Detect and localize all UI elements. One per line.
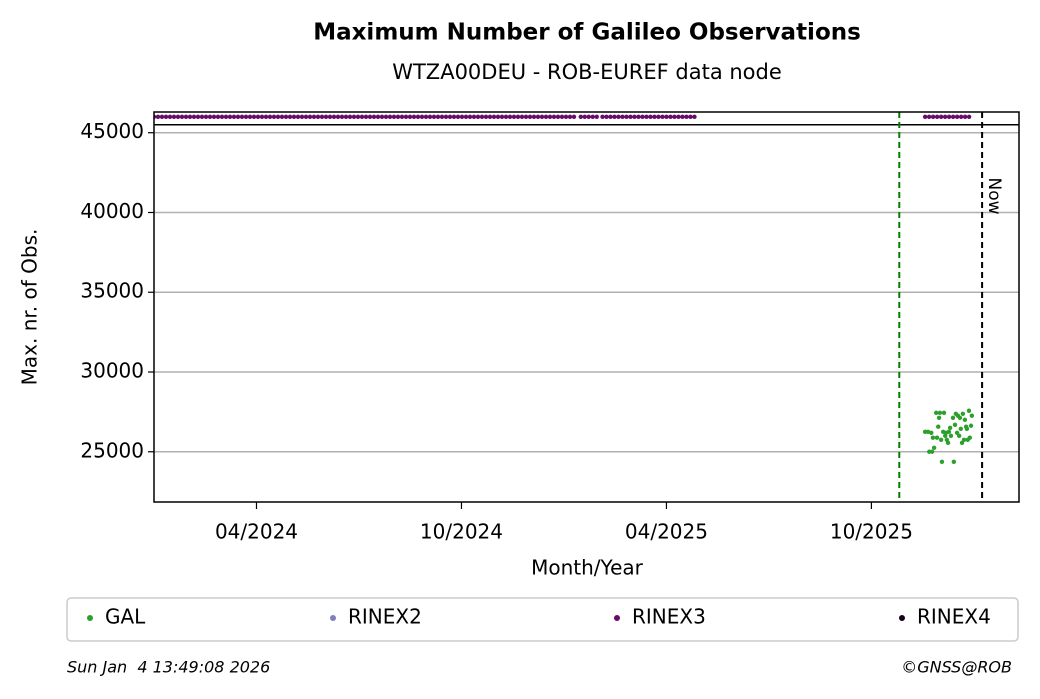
data-point [934, 435, 940, 440]
chart-subtitle: WTZA00DEU - ROB-EUREF data node [392, 60, 782, 84]
y-tick-label: 30000 [80, 359, 144, 383]
y-tick-label: 35000 [80, 279, 144, 303]
legend-marker [899, 615, 905, 621]
data-point [956, 433, 962, 439]
y-tick-label: 40000 [80, 199, 144, 223]
x-tick-label: 04/2024 [215, 520, 298, 544]
y-tick-label: 25000 [80, 438, 144, 462]
legend-label: RINEX3 [632, 605, 706, 629]
data-point [930, 435, 936, 440]
marker-label: Now [984, 177, 1004, 214]
x-tick-label: 04/2025 [625, 520, 708, 544]
legend-label: GAL [105, 605, 146, 629]
data-point [929, 430, 934, 435]
x-tick-label: 10/2025 [830, 520, 913, 544]
data-point [938, 437, 944, 442]
footer-credit: ©GNSS@ROB [901, 658, 1012, 677]
data-point [941, 410, 947, 416]
data-point [929, 449, 935, 454]
data-point [952, 422, 958, 427]
data-point [945, 440, 951, 446]
data-point [962, 417, 968, 423]
data-point [931, 445, 937, 450]
data-point [969, 413, 975, 418]
data-point [957, 415, 963, 420]
x-axis-label: Month/Year [531, 556, 644, 580]
footer-date: Sun Jan 4 13:49:08 2026 [67, 658, 270, 677]
data-point [960, 411, 966, 416]
legend-marker [614, 615, 620, 621]
data-point [968, 423, 974, 428]
chart-title: Maximum Number of Galileo Observations [313, 20, 861, 46]
legend-box [66, 597, 1019, 642]
data-point [937, 410, 943, 416]
legend-label: RINEX4 [917, 605, 991, 629]
data-point [966, 408, 972, 413]
data-point [958, 426, 963, 431]
legend-marker [330, 615, 336, 621]
data-point [947, 425, 953, 431]
data-point [939, 459, 945, 465]
x-tick-label: 10/2024 [420, 520, 503, 544]
data-point [967, 435, 973, 440]
data-point [961, 437, 967, 442]
data-point [936, 415, 942, 420]
y-tick-label: 45000 [80, 119, 144, 143]
data-point [946, 429, 952, 435]
data-point [933, 410, 939, 416]
data-point [948, 433, 954, 439]
data-point [964, 426, 970, 431]
data-point [951, 459, 957, 465]
legend-marker [87, 615, 93, 621]
data-point [950, 415, 956, 420]
y-axis-label: Max. nr. of Obs. [18, 229, 42, 386]
legend-label: RINEX2 [348, 605, 422, 629]
data-point [936, 424, 941, 429]
plot-frame [153, 111, 1020, 503]
